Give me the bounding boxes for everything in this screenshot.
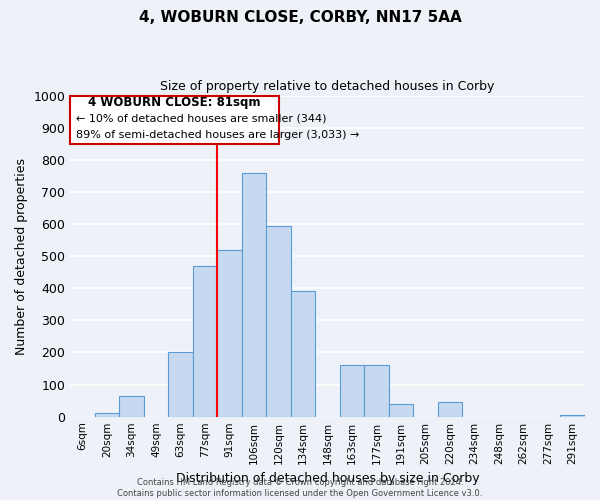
- Bar: [95, 414, 119, 416]
- X-axis label: Distribution of detached houses by size in Corby: Distribution of detached houses by size …: [176, 472, 479, 485]
- Text: 4 WOBURN CLOSE: 81sqm: 4 WOBURN CLOSE: 81sqm: [88, 96, 261, 110]
- Bar: [438, 402, 463, 416]
- Bar: [340, 366, 364, 416]
- Y-axis label: Number of detached properties: Number of detached properties: [15, 158, 28, 354]
- Title: Size of property relative to detached houses in Corby: Size of property relative to detached ho…: [160, 80, 495, 93]
- Text: 89% of semi-detached houses are larger (3,033) →: 89% of semi-detached houses are larger (…: [76, 130, 359, 140]
- Bar: [291, 292, 316, 416]
- Text: Contains HM Land Registry data © Crown copyright and database right 2024.
Contai: Contains HM Land Registry data © Crown c…: [118, 478, 482, 498]
- Bar: [242, 172, 266, 416]
- Bar: [119, 396, 144, 416]
- Bar: [169, 352, 193, 416]
- Bar: [217, 250, 242, 416]
- Bar: [266, 226, 291, 416]
- Bar: [389, 404, 413, 416]
- Bar: [364, 366, 389, 416]
- Bar: [193, 266, 217, 416]
- Text: 4, WOBURN CLOSE, CORBY, NN17 5AA: 4, WOBURN CLOSE, CORBY, NN17 5AA: [139, 10, 461, 25]
- Text: ← 10% of detached houses are smaller (344): ← 10% of detached houses are smaller (34…: [76, 114, 327, 124]
- Bar: [560, 415, 585, 416]
